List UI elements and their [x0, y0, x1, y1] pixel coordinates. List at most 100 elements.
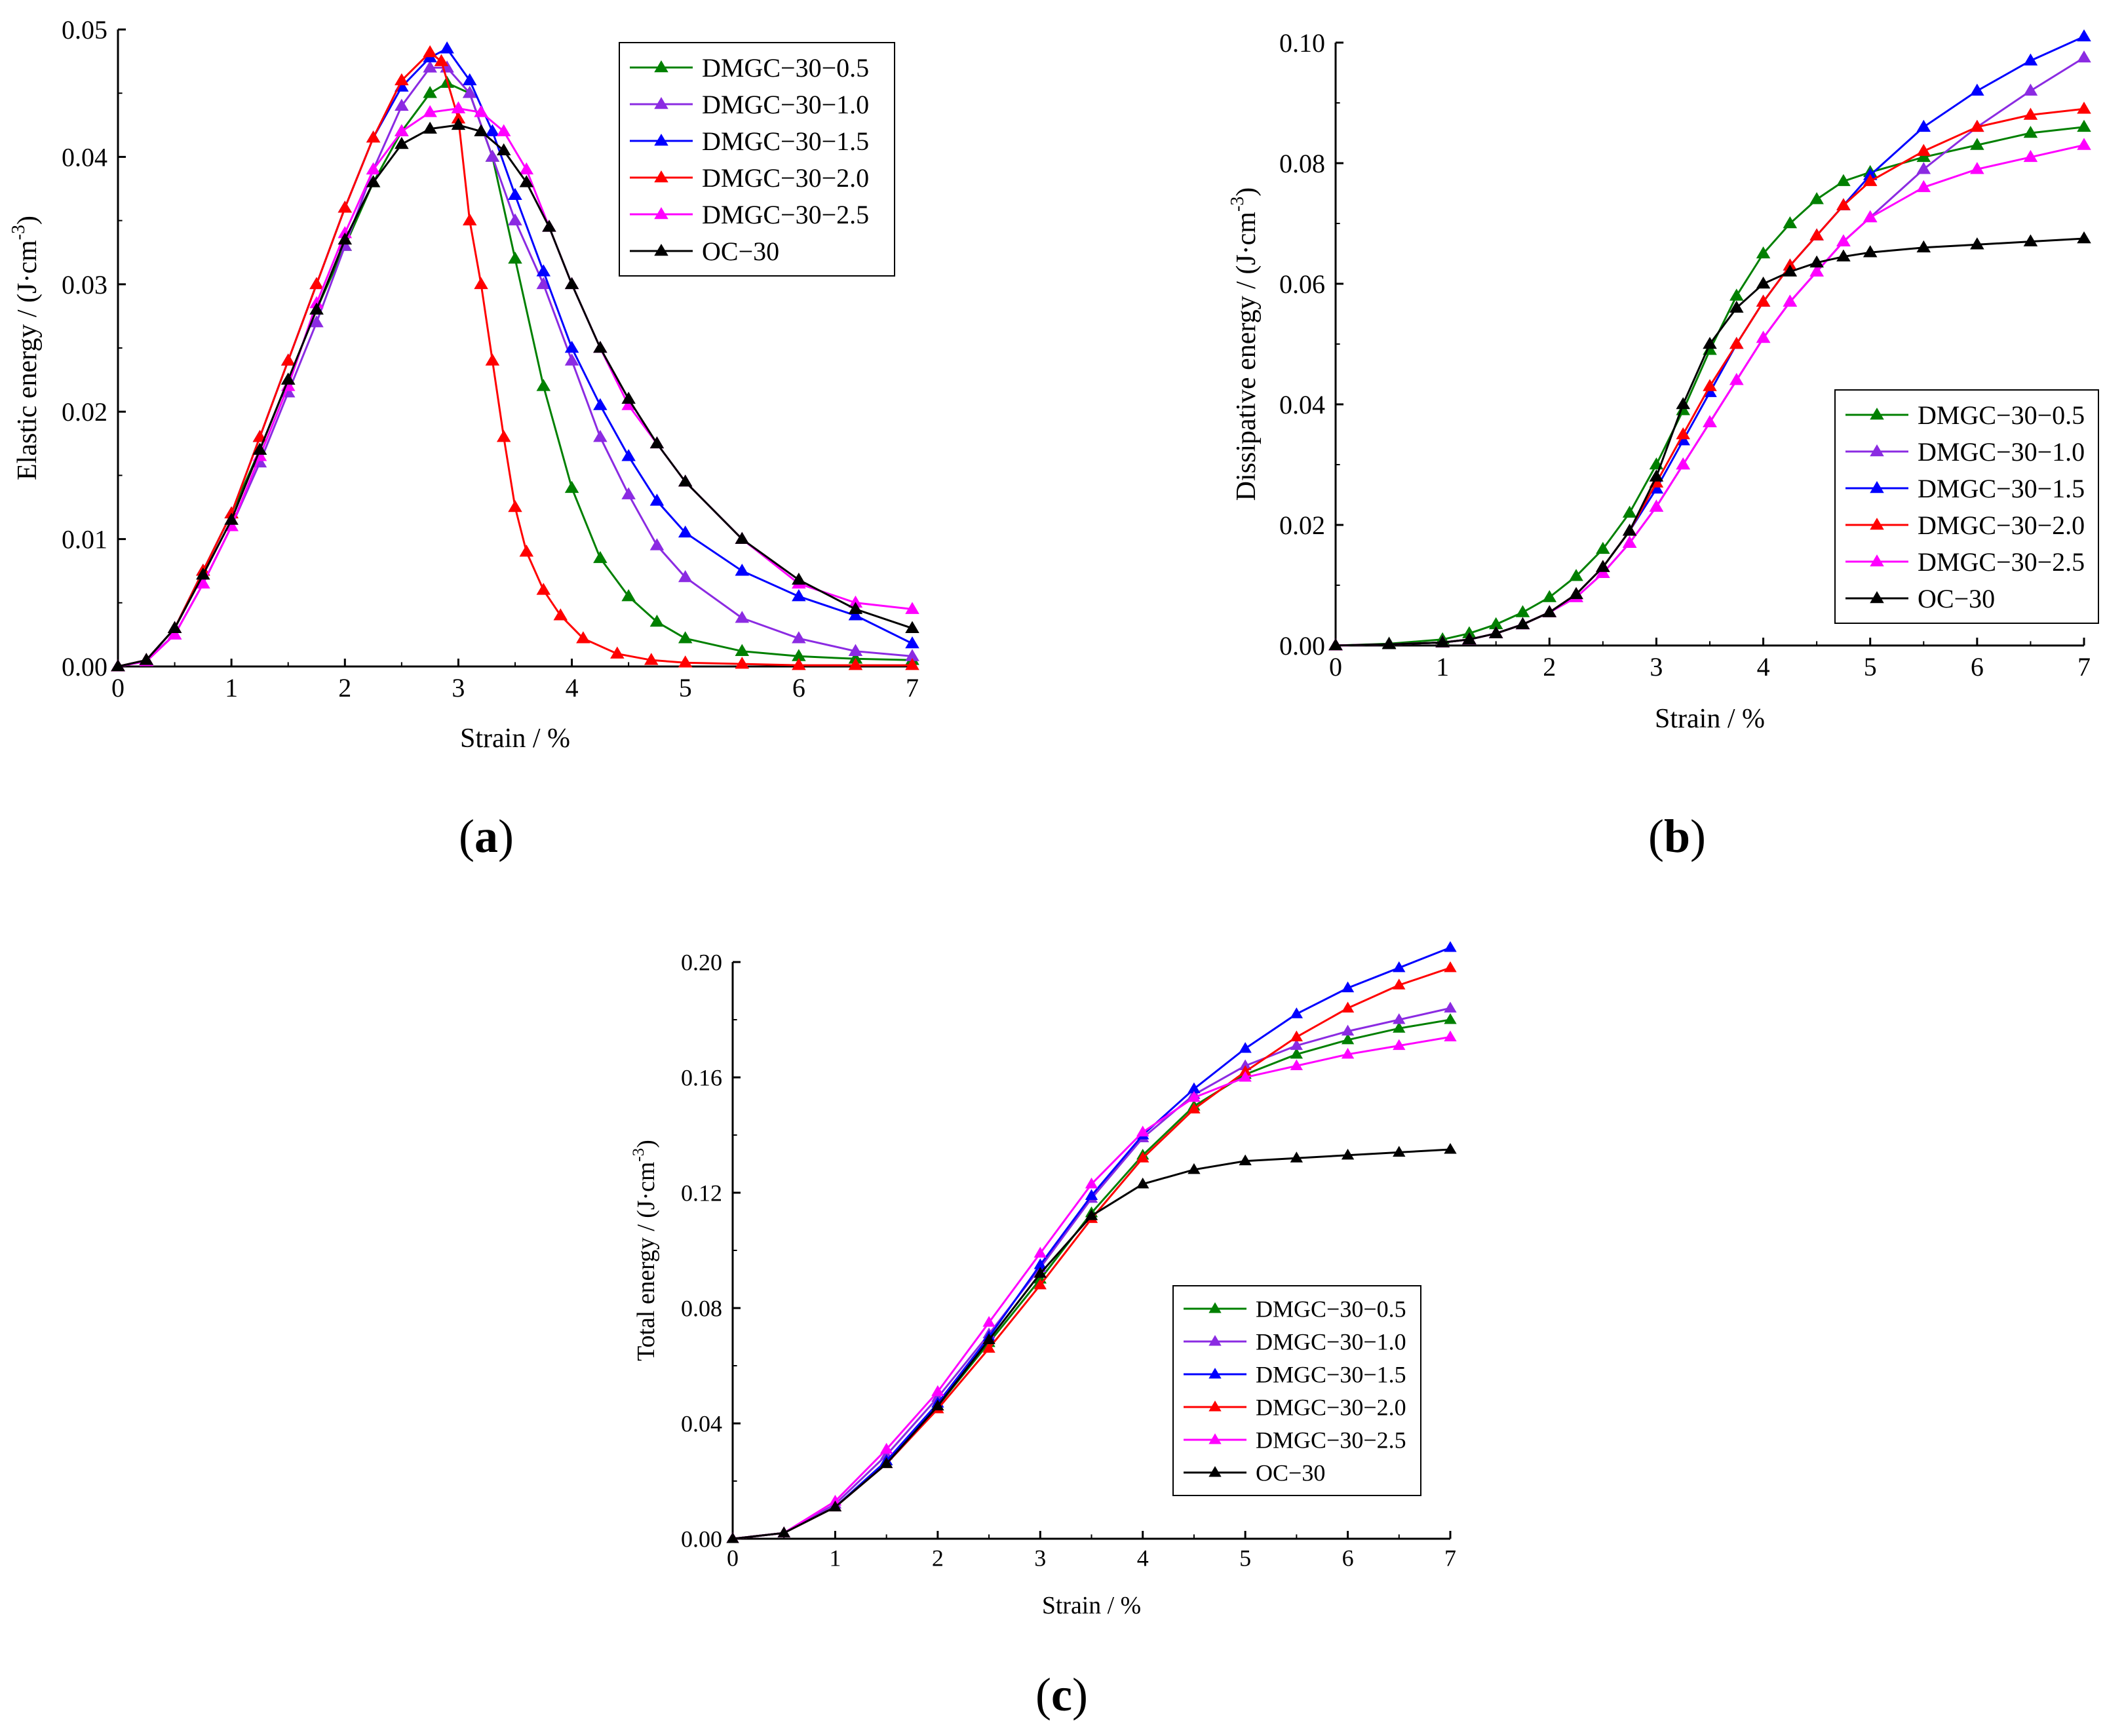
data-point	[1290, 1151, 1304, 1163]
data-point	[1756, 294, 1771, 307]
data-point	[777, 1526, 790, 1537]
data-point	[366, 162, 381, 175]
data-point	[726, 1532, 739, 1543]
data-point	[931, 1385, 944, 1397]
data-point	[1649, 469, 1664, 482]
series-OC-30	[111, 117, 919, 672]
data-point	[1341, 981, 1355, 993]
data-point	[1341, 1001, 1355, 1013]
legend-label-DMGC-30-0.5: DMGC−30−0.5	[1918, 400, 2085, 430]
x-tick-label: 3	[1650, 652, 1663, 682]
data-point	[1188, 1102, 1201, 1113]
y-tick-label: 0.12	[681, 1180, 722, 1206]
data-point	[1488, 626, 1503, 638]
chart-panel-b: 0 1 2 3 4 5 6 7 0.00 0.02 0.04 0.06 0.08 0.10 Strain /…	[1227, 28, 2099, 734]
data-point	[1756, 246, 1771, 259]
data-point	[1393, 1013, 1406, 1024]
legend-marker-OC-30	[1208, 1466, 1222, 1477]
data-point	[1836, 198, 1851, 210]
data-point	[1341, 1024, 1355, 1036]
data-point	[735, 564, 750, 576]
data-point	[1729, 288, 1744, 301]
x-tick-label: 2	[338, 673, 351, 703]
data-point	[1569, 587, 1583, 600]
data-point	[440, 41, 454, 54]
data-point	[593, 398, 608, 410]
x-axis-label: Strain / %	[1655, 704, 1765, 734]
data-point	[905, 658, 919, 670]
legend-label-DMGC-30-1.5: DMGC−30−1.5	[1256, 1362, 1406, 1388]
data-point	[309, 315, 324, 328]
data-point	[111, 659, 125, 672]
data-point	[848, 644, 863, 656]
data-point	[1033, 1246, 1047, 1258]
data-point	[1970, 83, 1984, 96]
data-point	[2077, 50, 2091, 63]
data-point	[2077, 119, 2091, 132]
data-point	[423, 105, 437, 117]
x-tick-label: 5	[1239, 1545, 1251, 1571]
data-point	[1569, 569, 1583, 581]
data-point	[1444, 1143, 1457, 1154]
data-point	[1290, 1059, 1304, 1070]
legend-marker-DMGC-30-0.5	[1870, 407, 1884, 420]
data-point	[474, 105, 488, 117]
data-point	[1033, 1278, 1047, 1290]
legend: DMGC−30−0.5 DMGC−30−1.0 DMGC−30−1.5 DMGC−30…	[1172, 1285, 1421, 1496]
legend-box	[1172, 1285, 1421, 1496]
data-point	[1809, 228, 1824, 241]
data-point	[1916, 144, 1931, 156]
data-point	[1085, 1209, 1098, 1220]
data-point	[338, 201, 353, 213]
x-tick-label: 1	[225, 673, 238, 703]
data-point	[167, 621, 182, 633]
y-tick-label: 0.05	[62, 15, 107, 45]
chart-panel-c: 0 1 2 3 4 5 6 7 0.00 0.04 0.08 0.12 0.16 0.20 Strain /…	[630, 941, 1457, 1619]
data-point	[485, 149, 500, 162]
data-point	[678, 631, 693, 644]
legend-marker-DMGC-30-1.5	[1870, 480, 1884, 493]
data-point	[1085, 1189, 1098, 1200]
legend-label-DMGC-30-2.5: DMGC−30−2.5	[1256, 1427, 1406, 1454]
x-axis-label: Strain / %	[460, 723, 570, 754]
data-point	[1676, 427, 1690, 440]
legend-marker-DMGC-30-1.5	[1208, 1368, 1222, 1379]
legend-marker-DMGC-30-0.5	[1208, 1302, 1222, 1313]
y-tick-label: 0.16	[681, 1065, 722, 1091]
y-tick-label: 0.08	[681, 1296, 722, 1322]
legend-label-DMGC-30-0.5: DMGC−30−0.5	[702, 53, 869, 83]
legend-label-DMGC-30-2.5: DMGC−30−2.5	[1918, 547, 2085, 577]
data-point	[2077, 102, 2091, 114]
data-point	[395, 98, 409, 111]
data-point	[519, 545, 534, 557]
data-point	[982, 1341, 995, 1353]
data-point	[1136, 1177, 1149, 1189]
data-point	[395, 73, 409, 86]
data-point	[1622, 524, 1637, 536]
legend-box	[1834, 389, 2099, 624]
x-tick-label: 5	[1864, 652, 1877, 682]
data-point	[280, 372, 296, 385]
data-point	[553, 608, 568, 621]
data-point	[224, 512, 239, 525]
data-point	[1239, 1154, 1252, 1166]
data-point	[644, 653, 659, 665]
legend-label-DMGC-30-1.5: DMGC−30−1.5	[702, 126, 869, 156]
data-point	[792, 572, 806, 585]
data-point	[395, 124, 409, 136]
data-point	[1729, 300, 1744, 313]
data-point	[1444, 1030, 1457, 1041]
data-point	[1393, 1146, 1406, 1157]
data-point	[1444, 1013, 1457, 1024]
data-point	[1916, 149, 1931, 163]
data-point	[366, 175, 381, 187]
data-point	[252, 430, 267, 442]
data-point	[1970, 237, 1984, 250]
legend-marker-OC-30	[654, 243, 668, 256]
chart-panel-a: 0 1 2 3 4 5 6 7 0.00 0.01 0.02 0.03 0.04 0.05 Strain /…	[9, 15, 919, 754]
legend-label-DMGC-30-2.5: DMGC−30−2.5	[702, 200, 869, 229]
x-tick-label: 4	[566, 673, 579, 703]
data-point	[280, 353, 296, 366]
data-point	[1239, 1071, 1252, 1082]
data-point	[2023, 125, 2038, 138]
